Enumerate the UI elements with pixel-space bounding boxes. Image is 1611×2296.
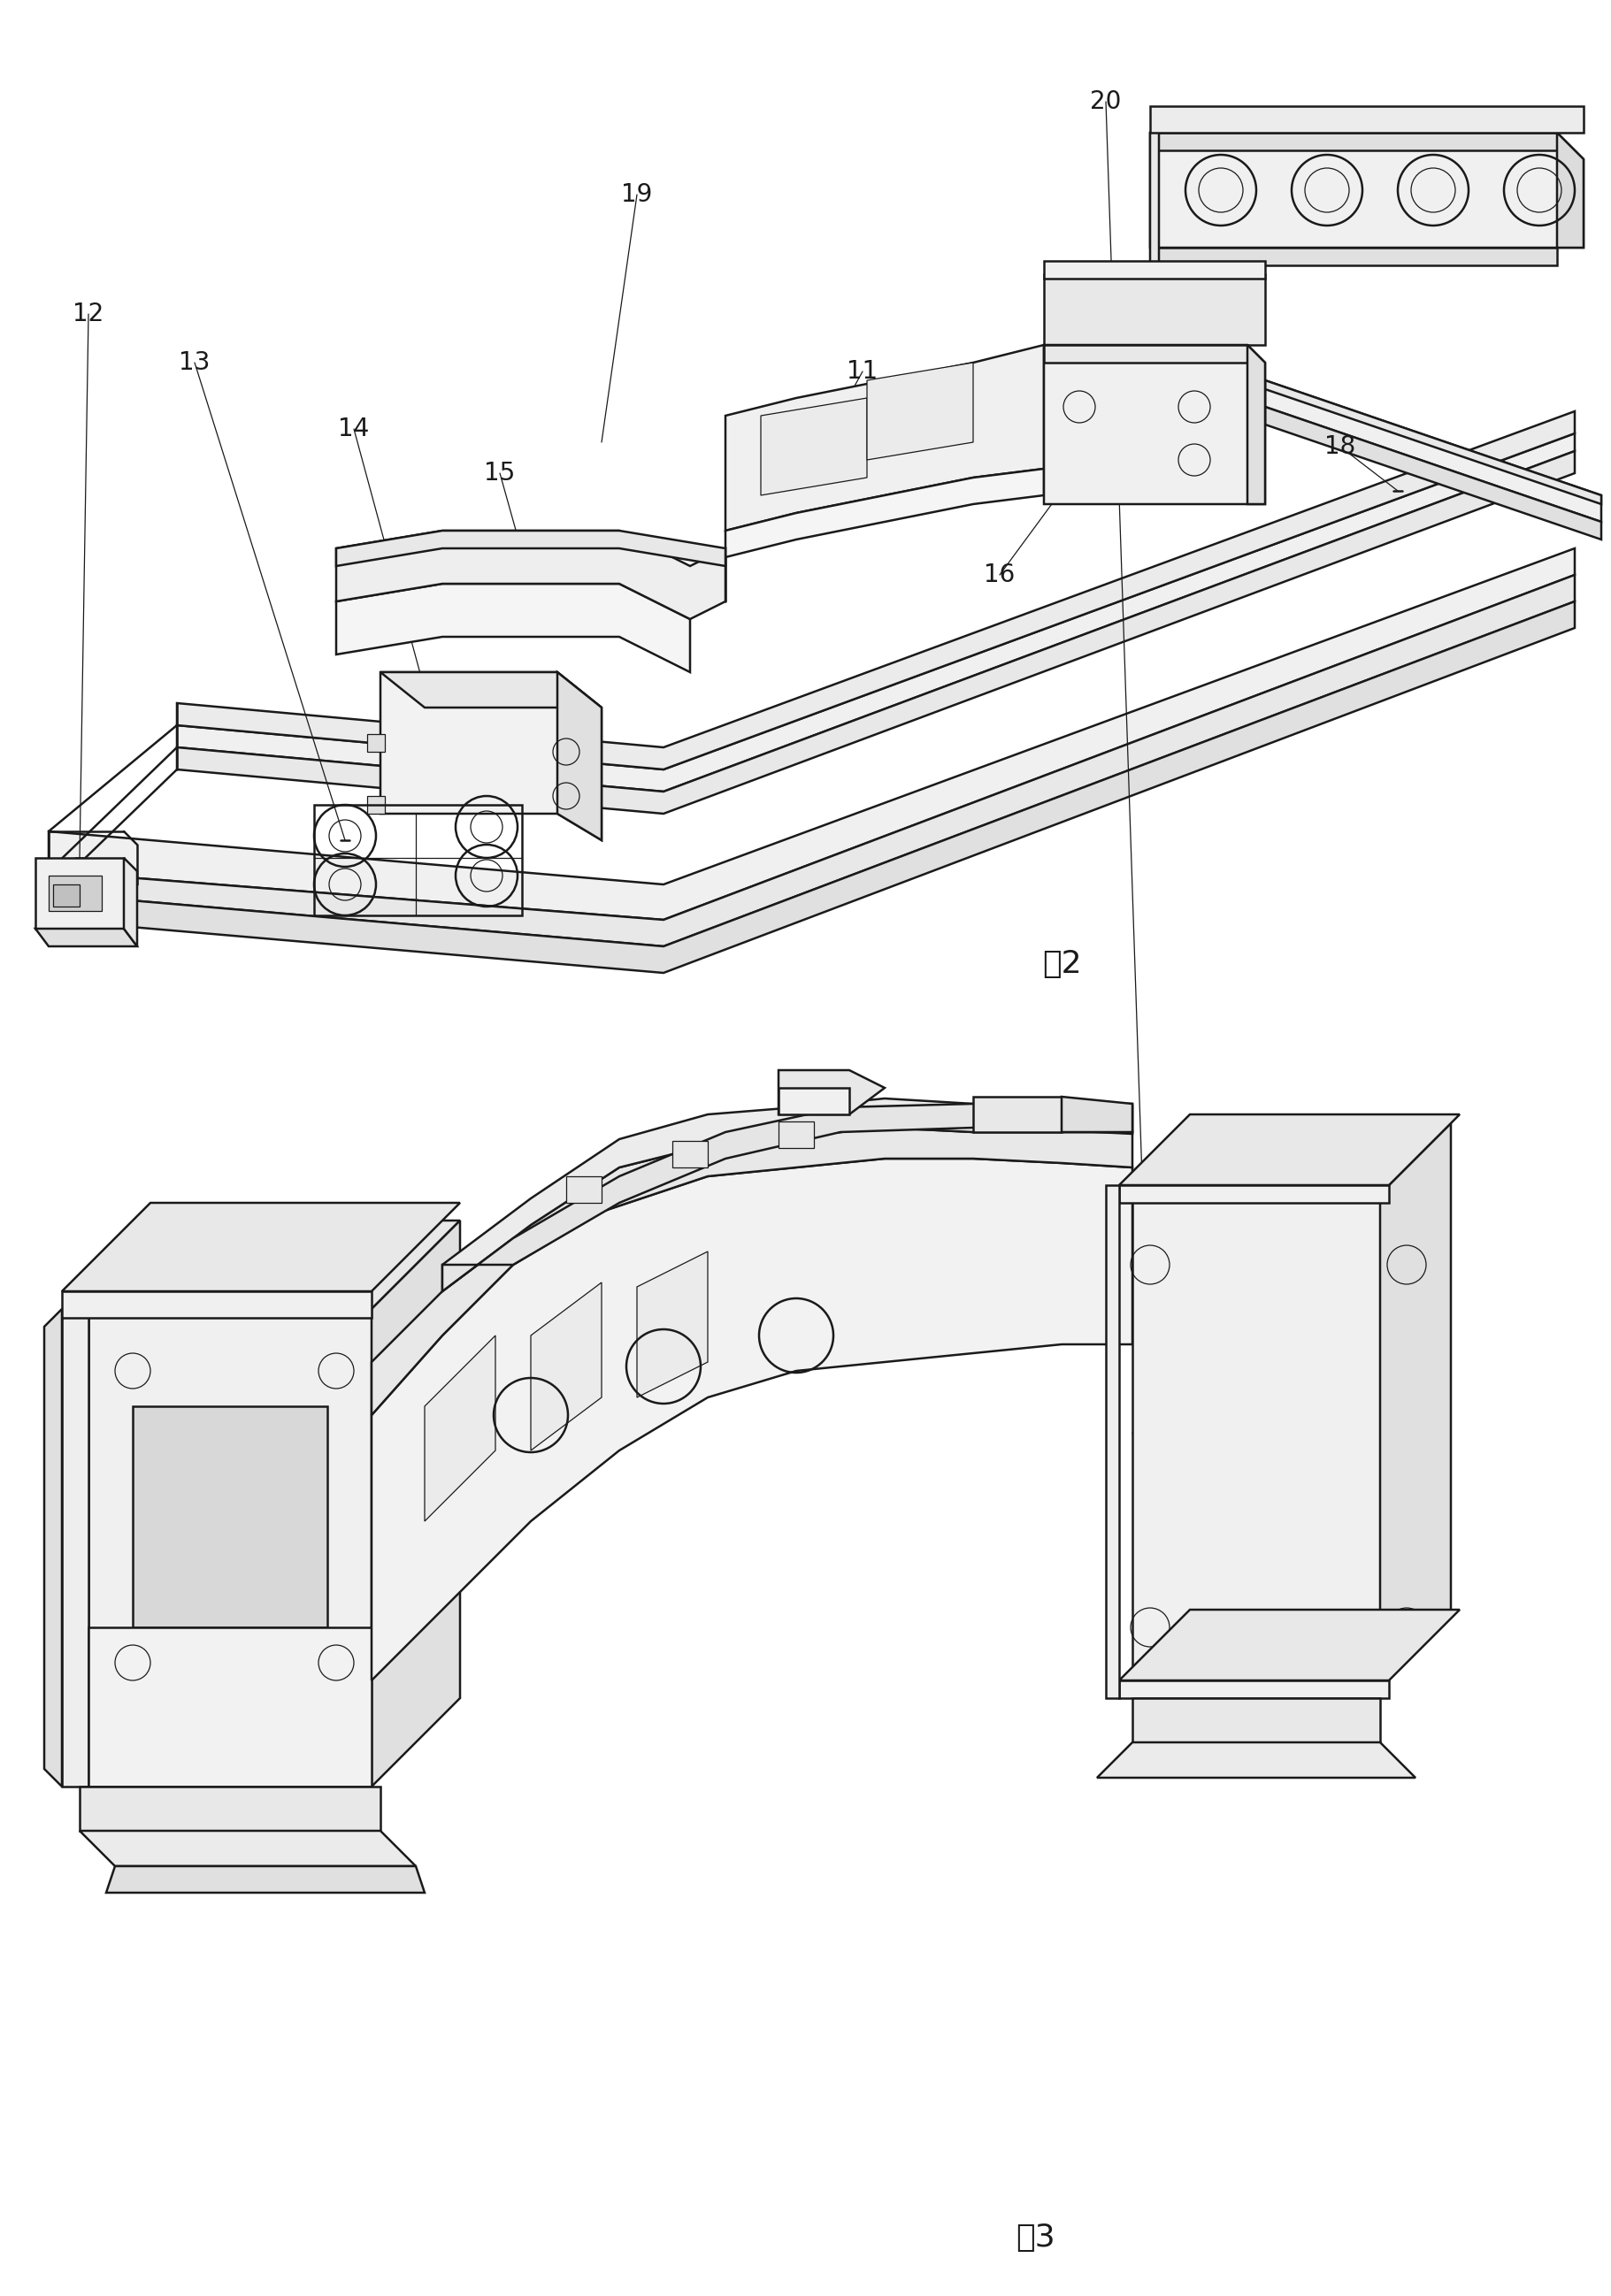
Polygon shape	[48, 875, 101, 912]
Polygon shape	[778, 1120, 814, 1148]
Polygon shape	[372, 1159, 1133, 1681]
Polygon shape	[35, 928, 137, 946]
Polygon shape	[1381, 1123, 1452, 1681]
Polygon shape	[89, 1221, 461, 1309]
Text: 15: 15	[485, 461, 516, 484]
Polygon shape	[177, 434, 1574, 792]
Polygon shape	[530, 1283, 601, 1451]
Polygon shape	[1044, 344, 1265, 505]
Polygon shape	[1044, 262, 1265, 278]
Polygon shape	[380, 673, 601, 707]
Polygon shape	[725, 344, 1044, 530]
Polygon shape	[636, 1251, 707, 1398]
Polygon shape	[565, 1176, 601, 1203]
Polygon shape	[367, 797, 385, 813]
Polygon shape	[443, 1097, 1133, 1290]
Polygon shape	[48, 549, 1574, 921]
Polygon shape	[1265, 381, 1601, 505]
Polygon shape	[867, 363, 973, 459]
Polygon shape	[177, 450, 1574, 813]
Polygon shape	[425, 1336, 496, 1522]
Polygon shape	[1558, 133, 1584, 248]
Polygon shape	[61, 1203, 461, 1290]
Polygon shape	[1044, 344, 1247, 363]
Text: 20: 20	[1091, 90, 1121, 115]
Polygon shape	[1265, 406, 1601, 540]
Polygon shape	[61, 1309, 89, 1786]
Polygon shape	[124, 859, 137, 946]
Text: 16: 16	[984, 563, 1015, 588]
Polygon shape	[367, 735, 385, 751]
Text: 13: 13	[179, 351, 211, 374]
Polygon shape	[778, 1088, 849, 1114]
Polygon shape	[1247, 344, 1265, 505]
Polygon shape	[1133, 1699, 1381, 1743]
Polygon shape	[79, 1830, 416, 1867]
Polygon shape	[132, 1405, 327, 1628]
Polygon shape	[380, 673, 601, 840]
Polygon shape	[337, 583, 690, 673]
Polygon shape	[177, 411, 1574, 769]
Polygon shape	[1105, 1185, 1120, 1699]
Text: 图2: 图2	[1042, 948, 1081, 978]
Text: 11: 11	[847, 358, 878, 383]
Polygon shape	[557, 673, 601, 840]
Text: 图3: 图3	[1015, 2223, 1055, 2252]
Polygon shape	[53, 884, 79, 907]
Polygon shape	[973, 1097, 1062, 1132]
Polygon shape	[725, 468, 1044, 558]
Polygon shape	[1150, 133, 1558, 149]
Polygon shape	[48, 602, 1574, 974]
Polygon shape	[89, 1628, 372, 1786]
Polygon shape	[1265, 381, 1601, 521]
Polygon shape	[443, 1104, 1133, 1290]
Polygon shape	[372, 1221, 461, 1786]
Text: 14: 14	[338, 416, 369, 441]
Polygon shape	[672, 1141, 707, 1166]
Polygon shape	[89, 1309, 372, 1786]
Polygon shape	[1062, 1097, 1133, 1132]
Polygon shape	[1150, 248, 1558, 266]
Text: 18: 18	[1324, 434, 1356, 459]
Polygon shape	[48, 574, 1574, 946]
Text: 19: 19	[622, 181, 652, 207]
Polygon shape	[1150, 133, 1584, 248]
Text: 17: 17	[1179, 420, 1210, 445]
Polygon shape	[79, 1786, 380, 1830]
Polygon shape	[1150, 124, 1158, 273]
Polygon shape	[1120, 1114, 1460, 1185]
Polygon shape	[337, 530, 725, 567]
Polygon shape	[372, 1127, 1133, 1414]
Polygon shape	[1044, 273, 1265, 344]
Polygon shape	[1097, 1743, 1416, 1777]
Polygon shape	[1133, 1194, 1381, 1681]
Polygon shape	[106, 1867, 425, 1892]
Polygon shape	[1120, 1185, 1389, 1203]
Polygon shape	[1150, 106, 1584, 133]
Text: 12: 12	[72, 301, 105, 326]
Polygon shape	[43, 1309, 61, 1786]
Polygon shape	[337, 530, 725, 620]
Polygon shape	[1133, 1123, 1452, 1194]
Polygon shape	[35, 859, 124, 928]
Polygon shape	[778, 1070, 884, 1114]
Polygon shape	[1120, 1681, 1389, 1699]
Polygon shape	[61, 1290, 372, 1318]
Polygon shape	[760, 397, 867, 496]
Polygon shape	[1120, 1609, 1460, 1681]
